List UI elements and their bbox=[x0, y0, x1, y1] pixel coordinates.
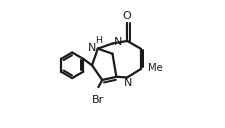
Text: N: N bbox=[88, 43, 97, 53]
Text: N: N bbox=[124, 78, 132, 88]
Text: H: H bbox=[95, 36, 102, 45]
Text: Br: Br bbox=[92, 95, 105, 105]
Text: O: O bbox=[123, 11, 132, 21]
Text: N: N bbox=[114, 38, 122, 47]
Text: Me: Me bbox=[148, 63, 162, 73]
